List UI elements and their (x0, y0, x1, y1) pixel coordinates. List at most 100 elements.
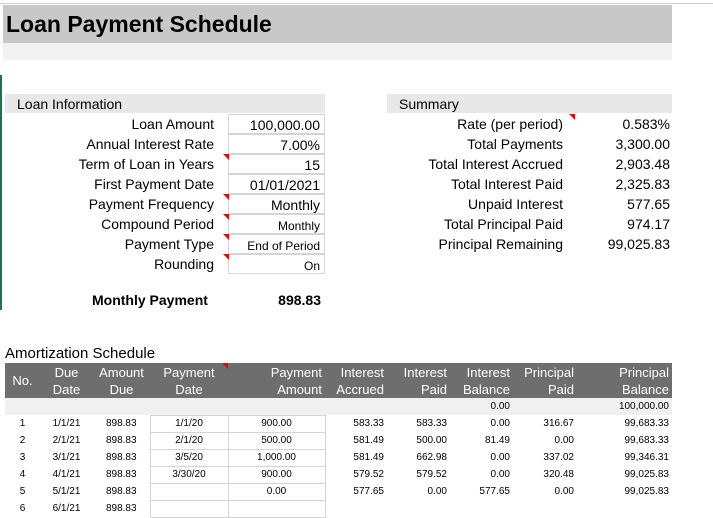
field-input[interactable]: Monthly (228, 194, 325, 214)
table-cell (93, 398, 150, 415)
table-cell: 0.00 (427, 486, 447, 497)
table-cell: 583.33 (416, 418, 447, 429)
comment-marker-icon (569, 114, 575, 120)
column-header: No. (5, 363, 40, 398)
field-input[interactable]: On (228, 254, 325, 274)
table-cell: 100,000.00 (577, 398, 672, 415)
field-label: Rounding (154, 256, 214, 272)
column-header: Principal Paid (513, 363, 577, 398)
payment-input-cell[interactable]: 900.00 (227, 414, 326, 433)
field-input[interactable]: 01/01/2021 (228, 174, 325, 194)
payment-input-cell[interactable]: 0.00 (227, 482, 326, 501)
table-cell: 1 (19, 418, 26, 429)
column-header: Principal Balance (577, 363, 672, 398)
payment-input-cell[interactable]: 1/1/20 (149, 414, 229, 433)
table-cell: 2/1/21 (52, 435, 81, 446)
summary-label: Total Principal Paid (443, 216, 563, 232)
summary-label: Total Interest Paid (450, 176, 563, 192)
summary-label: Principal Remaining (438, 236, 563, 252)
summary-label: Total Interest Accrued (428, 156, 563, 172)
table-cell: 0.00 (490, 452, 510, 463)
column-header: Due Date (40, 363, 93, 398)
table-cell: 898.83 (105, 452, 137, 463)
field-input[interactable]: End of Period (228, 234, 325, 254)
loan-info-row: Term of Loan in Years 15 (5, 154, 325, 174)
summary-value: 2,325.83 (615, 176, 671, 192)
table-cell (325, 398, 387, 415)
field-input[interactable]: 15 (228, 154, 325, 174)
summary-row: Principal Remaining 99,025.83 (387, 234, 672, 254)
table-cell: 579.52 (353, 469, 384, 480)
table-cell: 581.49 (353, 452, 384, 463)
table-cell: 662.98 (416, 452, 447, 463)
table-cell: 0.00 (554, 435, 574, 446)
table-cell (40, 398, 93, 415)
table-cell: 898.83 (105, 469, 137, 480)
loan-info-row: Rounding On (5, 254, 325, 274)
table-cell: 320.48 (543, 469, 574, 480)
field-input[interactable]: 7.00% (228, 134, 325, 154)
loan-info-row: Annual Interest Rate 7.00% (5, 134, 325, 154)
monthly-payment-label: Monthly Payment (92, 292, 208, 308)
payment-input-cell[interactable] (227, 499, 326, 518)
table-cell: 500.00 (416, 435, 447, 446)
table-row: 4 4/1/21 898.83 3/30/20 900.00 579.52 579.52 0.… (5, 465, 672, 484)
field-label: First Payment Date (94, 176, 214, 192)
column-header-strip (0, 0, 713, 4)
table-cell (228, 398, 325, 415)
table-cell: 898.83 (105, 503, 137, 514)
summary-header: Summary (387, 94, 672, 113)
field-label: Payment Type (124, 236, 214, 252)
table-cell: 0.00 (490, 418, 510, 429)
summary-value: 2,903.48 (615, 156, 671, 172)
payment-input-cell[interactable] (149, 482, 229, 501)
table-cell: 6/1/21 (52, 503, 81, 514)
table-cell: 3/1/21 (52, 452, 81, 463)
table-row: 1 1/1/21 898.83 1/1/20 900.00 583.33 583.33 0.0… (5, 414, 672, 433)
payment-input-cell[interactable]: 500.00 (227, 431, 326, 450)
column-header: Amount Due (93, 363, 150, 398)
field-input[interactable]: Monthly (228, 214, 325, 234)
table-cell: 577.65 (353, 486, 384, 497)
payment-input-cell[interactable]: 900.00 (227, 465, 326, 484)
column-header: Payment Date (150, 363, 228, 398)
comment-marker-icon (223, 214, 229, 220)
table-cell: 6 (19, 503, 26, 514)
table-cell: 583.33 (353, 418, 384, 429)
field-label: Payment Frequency (88, 196, 214, 212)
table-cell: 81.49 (484, 435, 510, 446)
payment-input-cell[interactable]: 3/5/20 (149, 448, 229, 467)
amortization-table: No. Due Date Amount Due Payment Date Payment… (5, 363, 673, 518)
monthly-payment-value: 898.83 (278, 292, 321, 308)
column-header: Interest Paid (387, 363, 450, 398)
comment-marker-icon (223, 154, 229, 160)
field-label: Annual Interest Rate (86, 136, 214, 152)
loan-info-row: First Payment Date 01/01/2021 (5, 174, 325, 194)
summary-label: Total Payments (467, 136, 563, 152)
column-header: Payment Amount (228, 363, 325, 398)
payment-input-cell[interactable]: 3/30/20 (149, 465, 229, 484)
comment-marker-icon (223, 254, 229, 260)
table-cell: 5 (19, 486, 26, 497)
table-cell: 898.83 (105, 486, 137, 497)
comment-marker-icon (223, 234, 229, 240)
table-cell: 316.67 (543, 418, 574, 429)
table-cell (513, 398, 577, 415)
table-cell: 4 (19, 469, 26, 480)
loan-info-row: Compound Period Monthly (5, 214, 325, 234)
table-row: 6 6/1/21 898.83 (5, 499, 672, 518)
loan-info-row: Payment Type End of Period (5, 234, 325, 254)
summary-label: Rate (per period) (457, 116, 563, 132)
summary-value: 3,300.00 (615, 136, 671, 152)
payment-input-cell[interactable] (149, 499, 229, 518)
table-cell (5, 398, 40, 415)
payment-input-cell[interactable]: 1,000.00 (227, 448, 326, 467)
amortization-title: Amortization Schedule (5, 345, 156, 362)
loan-info-header: Loan Information (5, 94, 325, 113)
field-input[interactable]: 100,000.00 (228, 114, 325, 134)
field-label: Compound Period (101, 216, 214, 232)
payment-input-cell[interactable]: 2/1/20 (149, 431, 229, 450)
table-cell (150, 398, 228, 415)
table-cell: 4/1/21 (52, 469, 81, 480)
table-cell: 3 (19, 452, 26, 463)
